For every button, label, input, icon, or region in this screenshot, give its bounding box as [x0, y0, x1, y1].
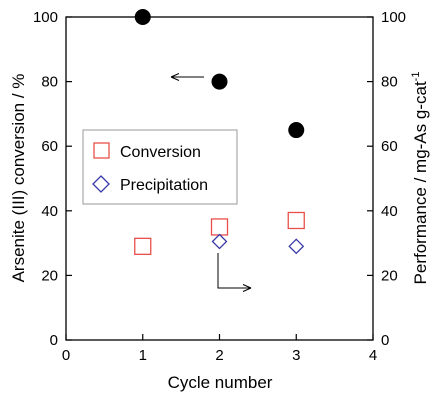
- left-y-tick-label: 80: [41, 74, 58, 91]
- right-y-axis-title-main: Performance / mg-As g-cat: [411, 81, 430, 284]
- legend-box: [82, 129, 238, 205]
- annotations: [170, 73, 252, 292]
- data-marks: [134, 9, 305, 255]
- right-y-tick-label: 60: [381, 138, 398, 155]
- x-tick-label: 4: [369, 347, 377, 364]
- data-point-square: [210, 218, 229, 236]
- right-y-axis-title: Performance / mg-As g-cat-1: [410, 72, 430, 285]
- right-y-tick-label: 100: [381, 9, 406, 26]
- left-y-tick-label: 40: [41, 203, 58, 220]
- left-y-tick-label: 100: [33, 9, 58, 26]
- right-y-tick-label: 20: [381, 267, 398, 284]
- data-point-circle: [134, 9, 151, 25]
- data-point-circle: [211, 73, 228, 90]
- left-y-tick-label: 0: [50, 332, 58, 349]
- left-y-tick-label: 20: [41, 267, 58, 284]
- legend-conversion-marker: [93, 142, 110, 159]
- data-point-square: [287, 211, 305, 230]
- right-y-axis-title-superscript: -1: [410, 72, 422, 82]
- x-tick-label: 3: [292, 347, 300, 364]
- right-y-tick-label: 0: [381, 332, 389, 349]
- x-axis-title: Cycle number: [168, 373, 273, 392]
- right-y-tick-label: 40: [381, 203, 398, 220]
- x-tick-label: 1: [139, 347, 147, 364]
- legend-precipitation-marker: [92, 175, 110, 193]
- data-point-square: [134, 237, 152, 255]
- x-tick-label: 0: [62, 347, 70, 364]
- left-y-tick-label: 60: [41, 138, 58, 155]
- legend: Conversion Precipitation: [82, 129, 238, 205]
- left-arrow-head: [170, 73, 180, 81]
- left-y-axis-title: Arsenite (III) conversion / %: [9, 74, 28, 283]
- right-arrow-shaft: [217, 253, 251, 289]
- right-arrow-head: [242, 284, 252, 292]
- ticks: [65, 16, 374, 341]
- x-tick-label: 2: [215, 347, 223, 364]
- legend-precipitation-label: Precipitation: [120, 177, 208, 194]
- legend-conversion-label: Conversion: [120, 144, 201, 161]
- data-point-circle: [288, 122, 305, 139]
- data-point-diamond: [288, 238, 305, 255]
- data-point-diamond: [211, 233, 228, 250]
- right-y-tick-label: 80: [381, 74, 398, 91]
